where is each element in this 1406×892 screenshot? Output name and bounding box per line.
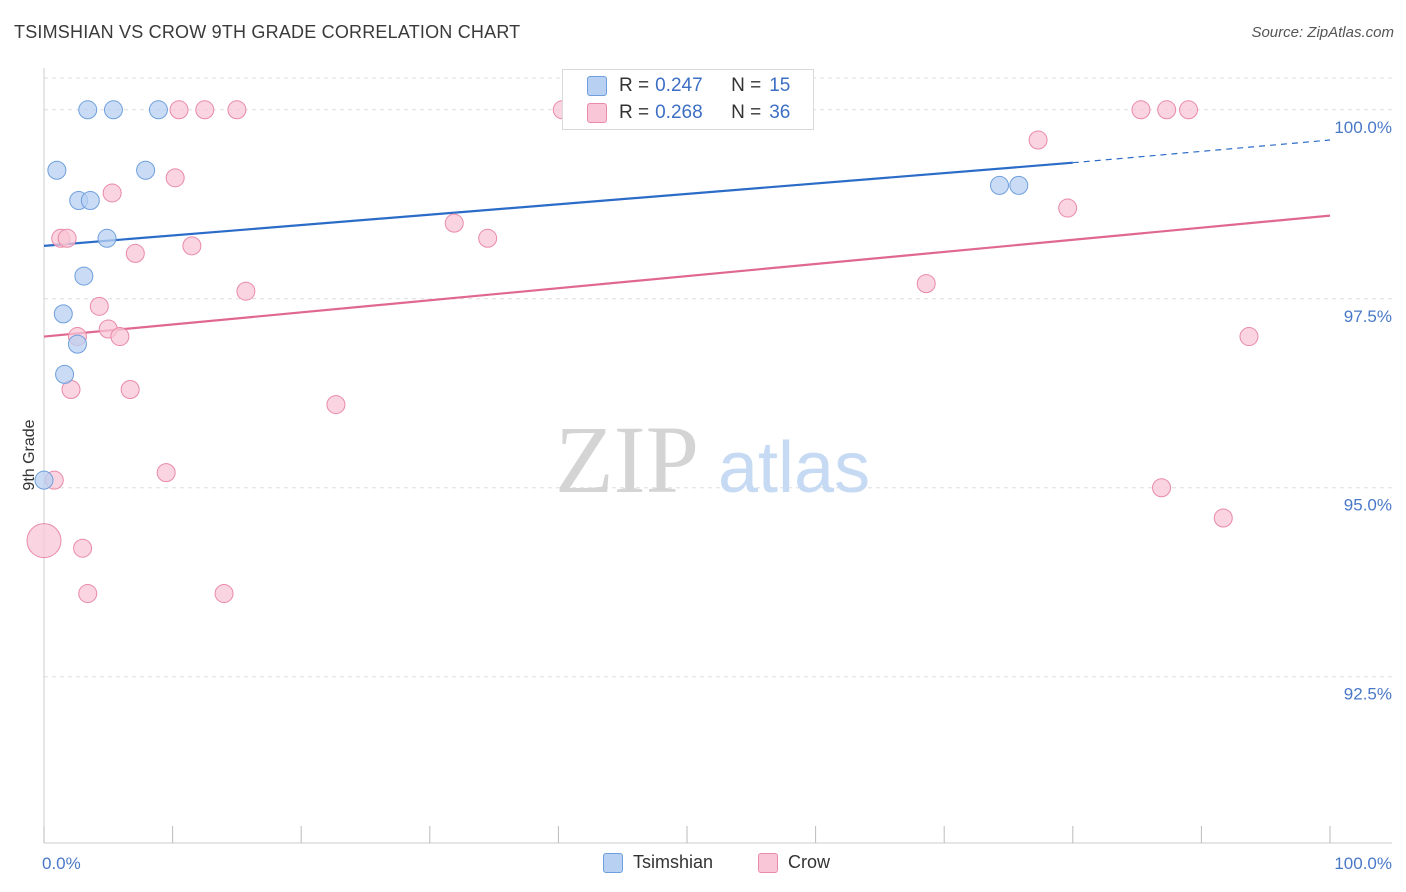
point-crow — [125, 243, 145, 263]
legend-swatch-tsimshian — [603, 852, 623, 873]
y-tick-label: 100.0% — [1334, 118, 1392, 137]
point-crow — [1058, 198, 1078, 218]
axes — [43, 68, 1392, 844]
legend-swatch-tsimshian — [587, 76, 607, 96]
trend-line-crow — [43, 214, 1331, 338]
watermark-zip: ZIP — [555, 406, 699, 513]
x-tick-label: 100.0% — [1334, 854, 1392, 873]
n-value: 36 — [769, 102, 791, 123]
point-crow — [444, 213, 464, 233]
trend-lines — [43, 139, 1331, 338]
point-tsimshian — [80, 191, 100, 210]
n-label: N = — [731, 75, 762, 96]
legend-item-tsimshian[interactable]: Tsimshian — [603, 852, 713, 873]
correlation-legend: R = 0.247 N = 15 R = 0.268 N = 36 — [562, 69, 814, 130]
point-crow — [102, 183, 122, 203]
point-tsimshian — [34, 470, 54, 490]
point-tsimshian — [47, 160, 67, 180]
point-crow — [156, 463, 176, 483]
point-tsimshian — [136, 160, 156, 180]
point-tsimshian — [103, 100, 123, 120]
point-crow — [89, 296, 109, 316]
point-tsimshian — [97, 228, 117, 248]
trend-line-tsimshian-extension — [1072, 139, 1331, 164]
tick-labels: 100.0% 97.5% 95.0% 92.5% 0.0% 100.0% — [42, 118, 1392, 873]
point-tsimshian — [74, 266, 94, 286]
point-crow — [73, 538, 93, 558]
legend-item-crow[interactable]: Crow — [758, 852, 830, 873]
source-label: Source: ZipAtlas.com — [1251, 24, 1394, 41]
r-label: R = — [619, 75, 650, 96]
trend-line-tsimshian — [43, 161, 1073, 247]
legend-row-tsimshian: R = 0.247 N = 15 — [587, 74, 790, 98]
n-value: 15 — [769, 75, 791, 96]
point-tsimshian — [989, 175, 1009, 195]
legend-label-crow: Crow — [788, 852, 831, 872]
point-crow — [78, 584, 98, 604]
point-crow — [1131, 100, 1151, 120]
point-crow — [26, 523, 62, 559]
bottom-legend: Tsimshian Crow — [0, 852, 1406, 876]
point-tsimshian — [1009, 175, 1029, 195]
x-tick-label: 0.0% — [42, 854, 81, 873]
point-tsimshian — [55, 364, 75, 384]
n-label: N = — [731, 102, 762, 123]
point-crow — [236, 281, 256, 301]
legend-swatch-crow — [758, 852, 778, 873]
point-tsimshian — [78, 100, 98, 120]
point-crow — [1028, 130, 1048, 150]
y-tick-label: 92.5% — [1344, 685, 1392, 704]
point-tsimshian — [148, 100, 168, 120]
point-crow — [1179, 100, 1199, 120]
point-crow — [120, 379, 140, 399]
data-points — [26, 100, 1259, 604]
watermark: ZIP atlas — [555, 406, 870, 513]
point-crow — [227, 100, 247, 120]
y-axis-label: 9th Grade — [21, 419, 38, 490]
y-tick-label: 97.5% — [1344, 307, 1392, 326]
point-crow — [1213, 508, 1233, 528]
legend-row-crow: R = 0.268 N = 36 — [587, 101, 790, 125]
r-value: 0.247 — [655, 75, 703, 96]
point-crow — [169, 100, 189, 120]
point-crow — [214, 584, 234, 604]
point-tsimshian — [53, 304, 73, 324]
y-tick-label: 95.0% — [1344, 496, 1392, 515]
legend-label-tsimshian: Tsimshian — [633, 852, 714, 872]
point-crow — [326, 395, 346, 415]
r-label: R = — [619, 102, 650, 123]
point-crow — [57, 228, 77, 248]
point-crow — [916, 274, 936, 294]
watermark-atlas: atlas — [718, 428, 870, 508]
point-crow — [110, 327, 130, 347]
gridlines — [44, 77, 1392, 678]
point-crow — [1157, 100, 1177, 120]
legend-swatch-crow — [587, 103, 607, 123]
chart-title: TSIMSHIAN VS CROW 9TH GRADE CORRELATION … — [14, 22, 521, 42]
point-crow — [195, 100, 215, 120]
point-crow — [1239, 327, 1259, 347]
point-crow — [1152, 478, 1172, 498]
point-tsimshian — [67, 334, 87, 354]
r-value: 0.268 — [655, 102, 703, 123]
point-crow — [182, 236, 202, 256]
point-crow — [478, 228, 498, 248]
point-crow — [165, 168, 185, 188]
